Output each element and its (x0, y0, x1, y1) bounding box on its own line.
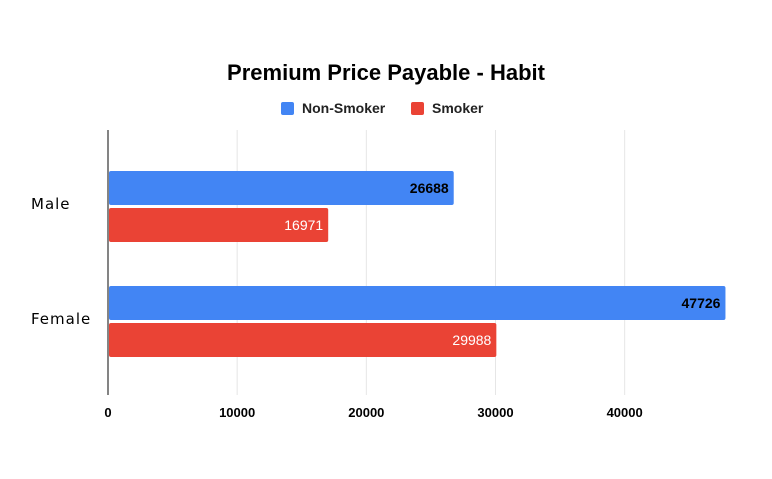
category-label-female: Female (31, 310, 91, 328)
category-labels: Male Female (31, 195, 91, 328)
bar-female-non-smoker[interactable] (109, 286, 726, 320)
data-label-male-smoker: 16971 (284, 217, 323, 233)
legend-item-smoker[interactable]: Smoker (411, 100, 484, 116)
x-tick-label: 0 (104, 405, 111, 420)
chart-title: Premium Price Payable - Habit (227, 60, 546, 85)
bar-male-non-smoker[interactable] (109, 171, 454, 205)
x-tick-label: 30000 (477, 405, 513, 420)
x-tick-label: 10000 (219, 405, 255, 420)
data-label-male-non-smoker: 26688 (410, 180, 449, 196)
legend-swatch-non-smoker (281, 102, 294, 115)
legend-label-smoker: Smoker (432, 100, 484, 116)
data-label-female-smoker: 29988 (452, 332, 491, 348)
bar-male-smoker[interactable] (109, 208, 329, 242)
legend-item-non-smoker[interactable]: Non-Smoker (281, 100, 386, 116)
x-tick-label: 20000 (348, 405, 384, 420)
bars (109, 171, 726, 357)
legend-label-non-smoker: Non-Smoker (302, 100, 386, 116)
legend: Non-Smoker Smoker (281, 100, 484, 116)
category-label-male: Male (31, 195, 71, 213)
x-tick-label: 40000 (607, 405, 643, 420)
x-axis-tick-labels: 0 10000 20000 30000 40000 (104, 405, 642, 420)
data-label-female-non-smoker: 47726 (682, 295, 721, 311)
bar-female-smoker[interactable] (109, 323, 497, 357)
legend-swatch-smoker (411, 102, 424, 115)
data-labels: 26688 16971 47726 29988 (284, 180, 720, 348)
